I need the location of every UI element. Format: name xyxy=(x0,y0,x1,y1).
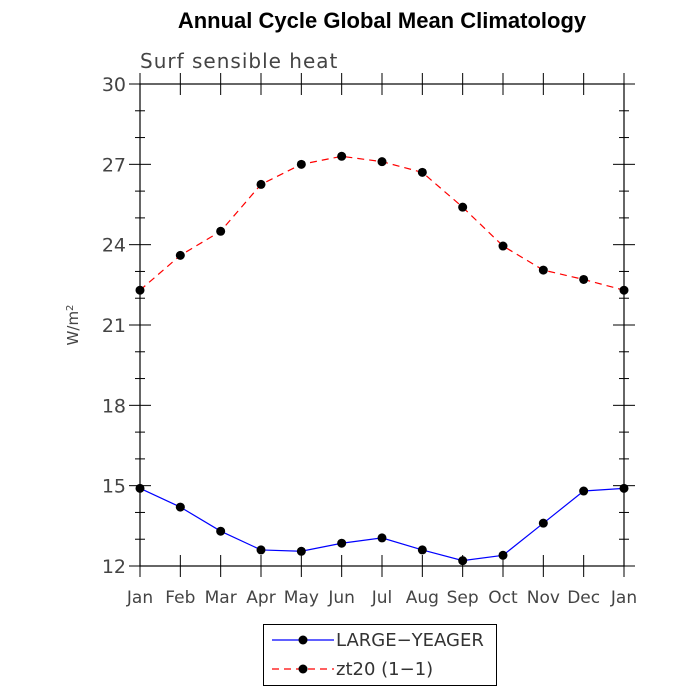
series-0-point-5 xyxy=(337,538,347,548)
series-line-0 xyxy=(139,487,625,562)
y-tick-label-4: 24 xyxy=(102,235,126,257)
series-0-point-3 xyxy=(256,545,266,555)
series-0-point-10 xyxy=(538,518,548,528)
legend-label-0: LARGE−YEAGER xyxy=(336,630,484,651)
legend-swatch-0 xyxy=(272,635,334,645)
x-tick-label-7: Aug xyxy=(406,588,439,608)
x-tick-label-11: Dec xyxy=(567,588,600,608)
x-tick-label-6: Jul xyxy=(371,588,393,608)
series-0-point-7 xyxy=(417,545,427,555)
series-1-point-9 xyxy=(498,241,508,251)
y-tick-label-2: 18 xyxy=(102,395,126,417)
legend-item-1: zt20 (1−1) xyxy=(264,656,496,684)
series-1-point-7 xyxy=(417,167,427,177)
series-1-point-2 xyxy=(216,226,226,236)
x-tick-label-2: Mar xyxy=(205,588,237,608)
y-axis-label: W/m2 xyxy=(64,305,82,346)
chart-subtitle: Surf sensible heat xyxy=(140,49,339,73)
y-tick-label-5: 27 xyxy=(102,154,126,176)
series-0-point-8 xyxy=(458,556,468,566)
legend-marker-1 xyxy=(298,664,308,674)
x-tick-label-10: Nov xyxy=(527,588,560,608)
plot-frame xyxy=(139,83,625,567)
legend-label-1: zt20 (1−1) xyxy=(336,659,434,680)
series-line-1 xyxy=(139,155,625,291)
x-tick-label-12: Jan xyxy=(610,588,637,608)
series-1-point-10 xyxy=(538,265,548,275)
series-1-point-3 xyxy=(256,179,266,189)
series-0-point-6 xyxy=(377,533,387,543)
series-1-point-5 xyxy=(337,151,347,161)
series-1-point-6 xyxy=(377,157,387,167)
series-0-point-4 xyxy=(296,546,306,556)
series-1-point-11 xyxy=(579,274,589,284)
series-0-point-9 xyxy=(498,550,508,560)
series-1-point-12 xyxy=(619,285,629,295)
series-1-point-0 xyxy=(135,285,145,295)
y-tick-label-3: 21 xyxy=(102,315,126,337)
y-tick-label-1: 15 xyxy=(102,476,126,498)
legend-marker-0 xyxy=(298,635,308,645)
y-tick-label-0: 12 xyxy=(102,556,126,578)
x-tick-label-5: Jun xyxy=(327,588,355,608)
x-tick-label-3: Apr xyxy=(246,588,275,608)
x-tick-label-4: May xyxy=(284,588,319,608)
legend-item-0: LARGE−YEAGER xyxy=(264,627,496,655)
series-0-point-1 xyxy=(175,502,185,512)
series-1-point-8 xyxy=(458,202,468,212)
x-tick-label-0: Jan xyxy=(126,588,153,608)
series-0-point-11 xyxy=(579,486,589,496)
series-0-point-0 xyxy=(135,483,145,493)
y-tick-label-6: 30 xyxy=(102,74,126,96)
x-tick-label-9: Oct xyxy=(488,588,518,608)
chart-legend: LARGE−YEAGER zt20 (1−1) xyxy=(263,624,497,686)
x-tick-label-8: Sep xyxy=(447,588,479,608)
series-0-point-2 xyxy=(216,526,226,536)
series-1-point-4 xyxy=(296,159,306,169)
series-0-point-12 xyxy=(619,483,629,493)
x-tick-label-1: Feb xyxy=(165,588,195,608)
legend-swatch-1 xyxy=(272,664,334,674)
series-1-point-1 xyxy=(175,250,185,260)
chart-title: Annual Cycle Global Mean Climatology xyxy=(177,8,587,33)
